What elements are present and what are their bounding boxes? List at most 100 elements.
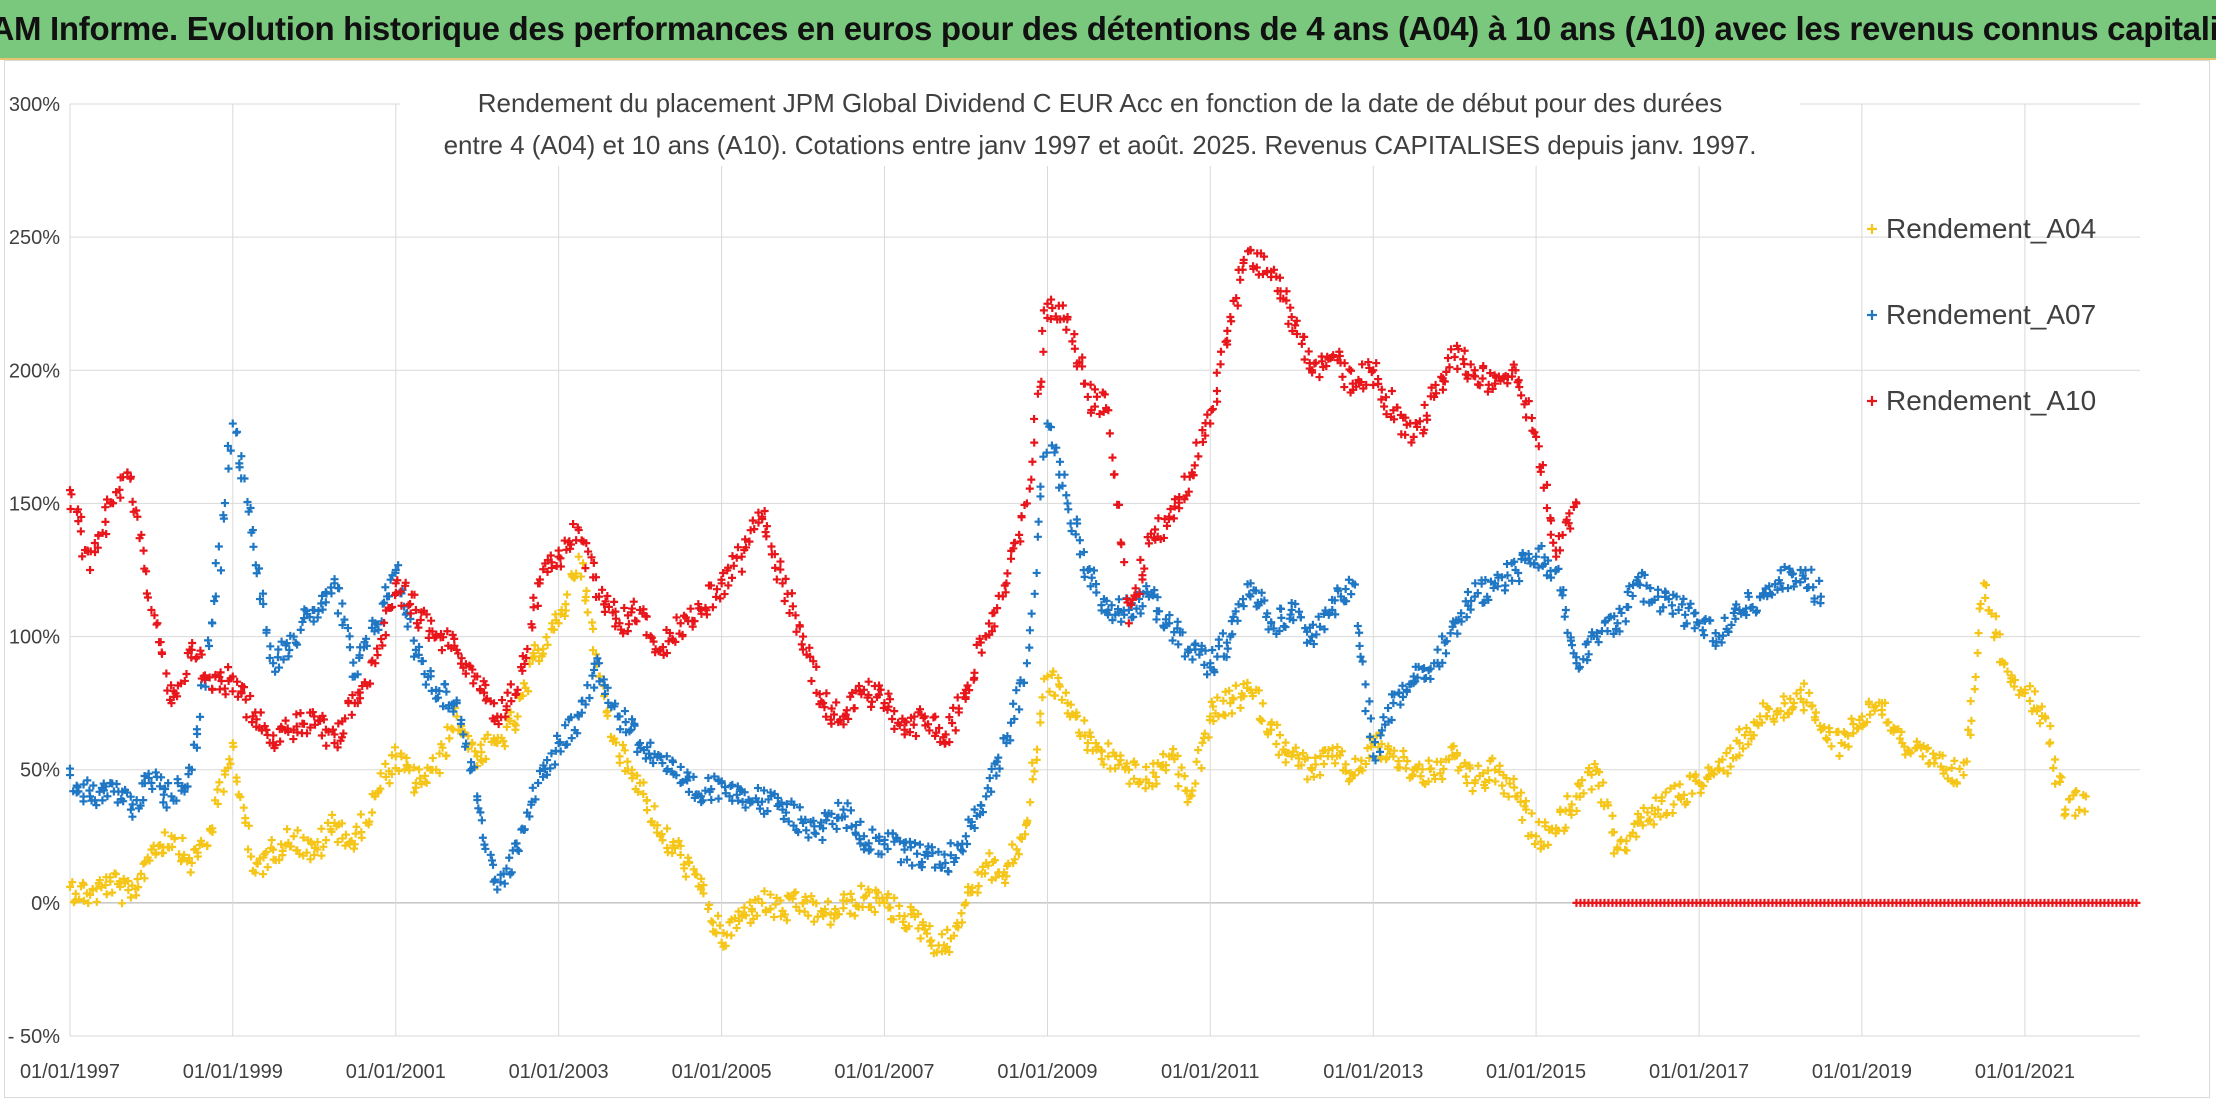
data-point-fill [1691,608,1700,617]
data-point-fill [459,730,468,739]
data-point-fill [1365,363,1374,372]
data-point-fill [1104,739,1113,748]
data-point-fill [797,640,806,649]
data-point-fill [1646,584,1655,593]
data-point-fill [874,888,883,897]
data-point-fill [715,921,724,930]
data-point-fill [1382,755,1391,764]
data-point-fill [1141,784,1150,793]
data-point-fill [84,899,93,908]
data-point-fill [122,788,131,797]
data-point-fill [995,764,1004,773]
data-point-fill [148,784,157,793]
data-point-fill [1615,627,1624,636]
data-point-fill [260,849,269,858]
data-point-fill [665,628,674,637]
data-point-fill [844,714,853,723]
data-point-fill [1089,566,1098,575]
data-point-fill [75,895,84,904]
data-point [880,898,889,907]
data-point-fill [1194,452,1203,461]
data-point-fill [241,695,250,704]
data-point-fill [1483,387,1492,396]
data-point-fill [591,573,600,582]
data-point-fill [830,710,839,719]
data-point [1816,592,1825,601]
data-point-fill [511,690,520,699]
data-point-fill [1895,734,1904,743]
data-point-fill [567,713,576,722]
data-point [1287,313,1296,322]
data-point [1206,712,1215,721]
data-point-fill [1719,631,1728,640]
data-point-fill [1849,720,1858,729]
data-point-fill [784,817,793,826]
data-point-fill [1438,658,1447,667]
data-point-fill [587,553,596,562]
data-point-fill [1353,622,1362,631]
data-point-fill [1966,697,1975,706]
data-point-fill [1374,379,1383,388]
data-point-fill [134,883,143,892]
data-point-fill [1717,638,1726,647]
data-point-fill [1805,688,1814,697]
data-point-fill [1080,731,1089,740]
data-point-fill [1269,265,1278,274]
data-point-fill [1445,363,1454,372]
data-point-fill [846,806,855,815]
data-point-fill [689,865,698,874]
data-point-fill [1542,504,1551,513]
data-point-fill [591,650,600,659]
data-point-fill [807,677,816,686]
data-point-fill [1456,763,1465,772]
data-point-fill [990,608,999,617]
data-point-fill [943,867,952,876]
data-point-fill [327,589,336,598]
data-point-fill [1770,717,1779,726]
data-point-fill [1572,653,1581,662]
data-point-fill [1930,759,1939,768]
data-point-fill [235,463,244,472]
data-point-fill [1654,585,1663,594]
data-point-fill [511,721,520,730]
data-point-fill [1208,404,1217,413]
data-point-fill [890,707,899,716]
data-point-fill [946,851,955,860]
data-point-fill [1222,653,1231,662]
data-point-fill [620,603,629,612]
data-point-fill [464,731,473,740]
data-point-fill [1387,387,1396,396]
data-point-fill [668,758,677,767]
data-point-fill [1427,383,1436,392]
data-point-fill [1624,603,1633,612]
data-point-fill [908,861,917,870]
legend-item: Rendement_A10 [1867,385,2096,416]
data-point-fill [1497,573,1506,582]
data-point-fill [1318,357,1327,366]
data-point-fill [766,905,775,914]
data-point-fill [958,847,967,856]
data-point-fill [1791,577,1800,586]
data-point-fill [856,839,865,848]
data-point-fill [1260,596,1269,605]
data-point-fill [1071,530,1080,539]
data-point-fill [1681,610,1690,619]
data-point-fill [241,814,250,823]
data-point-fill [706,581,715,590]
data-point-fill [1964,725,1973,734]
data-point-fill [546,551,555,560]
data-point-fill [590,683,599,692]
data-point-fill [519,679,528,688]
data-point-fill [804,833,813,842]
data-point-fill [741,911,750,920]
data-point [758,512,767,521]
data-point-fill [563,740,572,749]
data-point-fill [1275,731,1284,740]
data-point-fill [409,763,418,772]
data-point-fill [1086,732,1095,741]
data-point-fill [1379,713,1388,722]
data-point-fill [770,913,779,922]
data-point-fill [1227,709,1236,718]
x-tick-label: 01/01/2015 [1486,1061,1586,1083]
data-point-fill [1036,718,1045,727]
